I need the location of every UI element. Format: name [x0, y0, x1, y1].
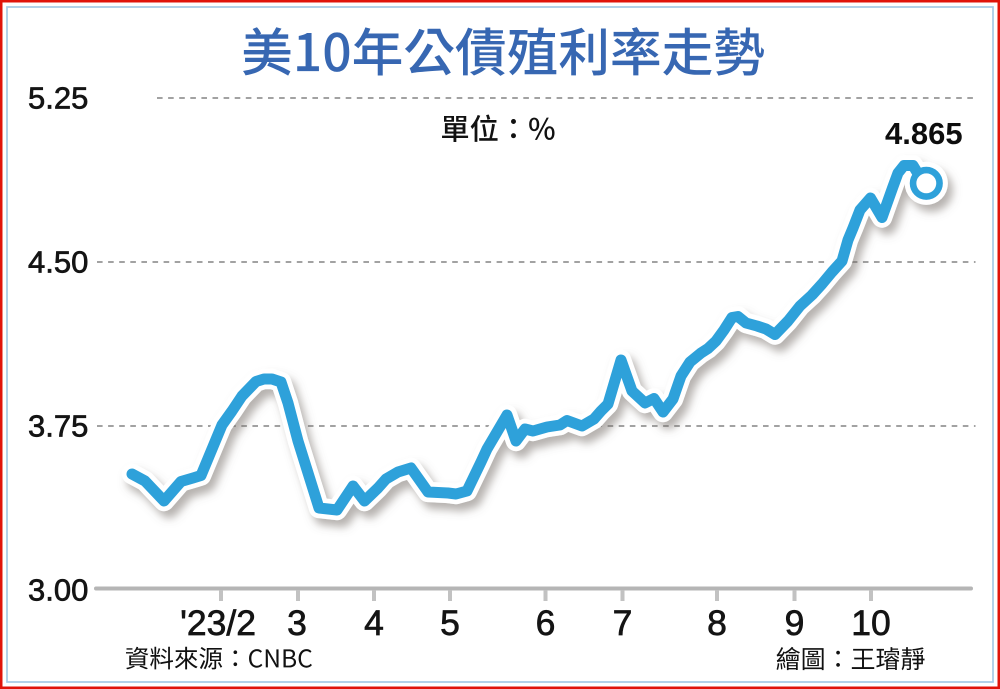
svg-text:5: 5 [440, 603, 460, 643]
svg-text:3.00: 3.00 [28, 573, 88, 608]
svg-text:4: 4 [364, 603, 384, 643]
svg-text:10: 10 [851, 603, 891, 643]
svg-text:3: 3 [287, 603, 307, 643]
svg-text:4.865: 4.865 [885, 116, 963, 151]
svg-text:7: 7 [613, 603, 633, 643]
svg-text:8: 8 [707, 603, 727, 643]
svg-text:3.75: 3.75 [28, 409, 88, 444]
svg-text:6: 6 [536, 603, 556, 643]
svg-text:4.50: 4.50 [28, 245, 88, 280]
svg-text:5.25: 5.25 [28, 81, 88, 116]
svg-text:'23/2: '23/2 [180, 603, 256, 643]
svg-text:9: 9 [785, 603, 805, 643]
